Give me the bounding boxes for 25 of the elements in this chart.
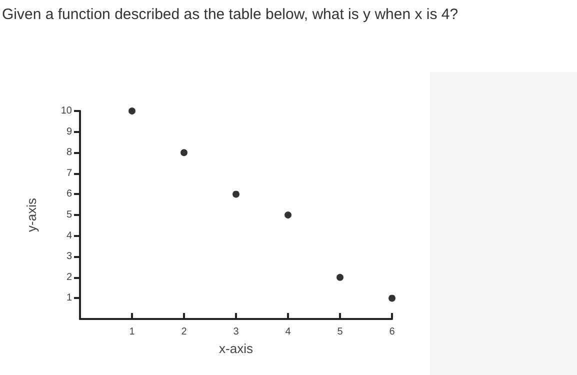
- point: [180, 149, 188, 156]
- point: [336, 274, 344, 281]
- y-tick-label: 8: [66, 147, 72, 158]
- chart-title: Given a function described as the table below, what is y when x is 4?: [2, 6, 458, 23]
- y-tick-label: 4: [66, 230, 72, 242]
- x-axis-title: x-axis: [219, 340, 254, 356]
- point: [128, 108, 136, 114]
- y-tick-label: 2: [66, 272, 72, 283]
- y-tick-label: 1: [66, 292, 72, 304]
- y-axis-title: y-axis: [24, 198, 39, 232]
- x-tick-label: 6: [389, 326, 396, 338]
- y-tick-label: 7: [66, 168, 72, 179]
- y-tick-label: 6: [66, 188, 72, 200]
- y-tick-label: 9: [66, 126, 72, 138]
- x-tick-label: 2: [181, 326, 188, 338]
- y-tick-label: 5: [66, 210, 72, 220]
- y-tick-label: 10: [60, 106, 72, 116]
- point: [388, 294, 396, 302]
- x-tick-label: 1: [129, 326, 136, 338]
- point: [232, 190, 240, 198]
- x-tick-label: 4: [285, 326, 292, 338]
- x-tick-label: 5: [337, 326, 344, 338]
- x-tick-label: 3: [233, 326, 240, 338]
- y-tick-label: 3: [66, 251, 72, 262]
- point: [284, 212, 292, 218]
